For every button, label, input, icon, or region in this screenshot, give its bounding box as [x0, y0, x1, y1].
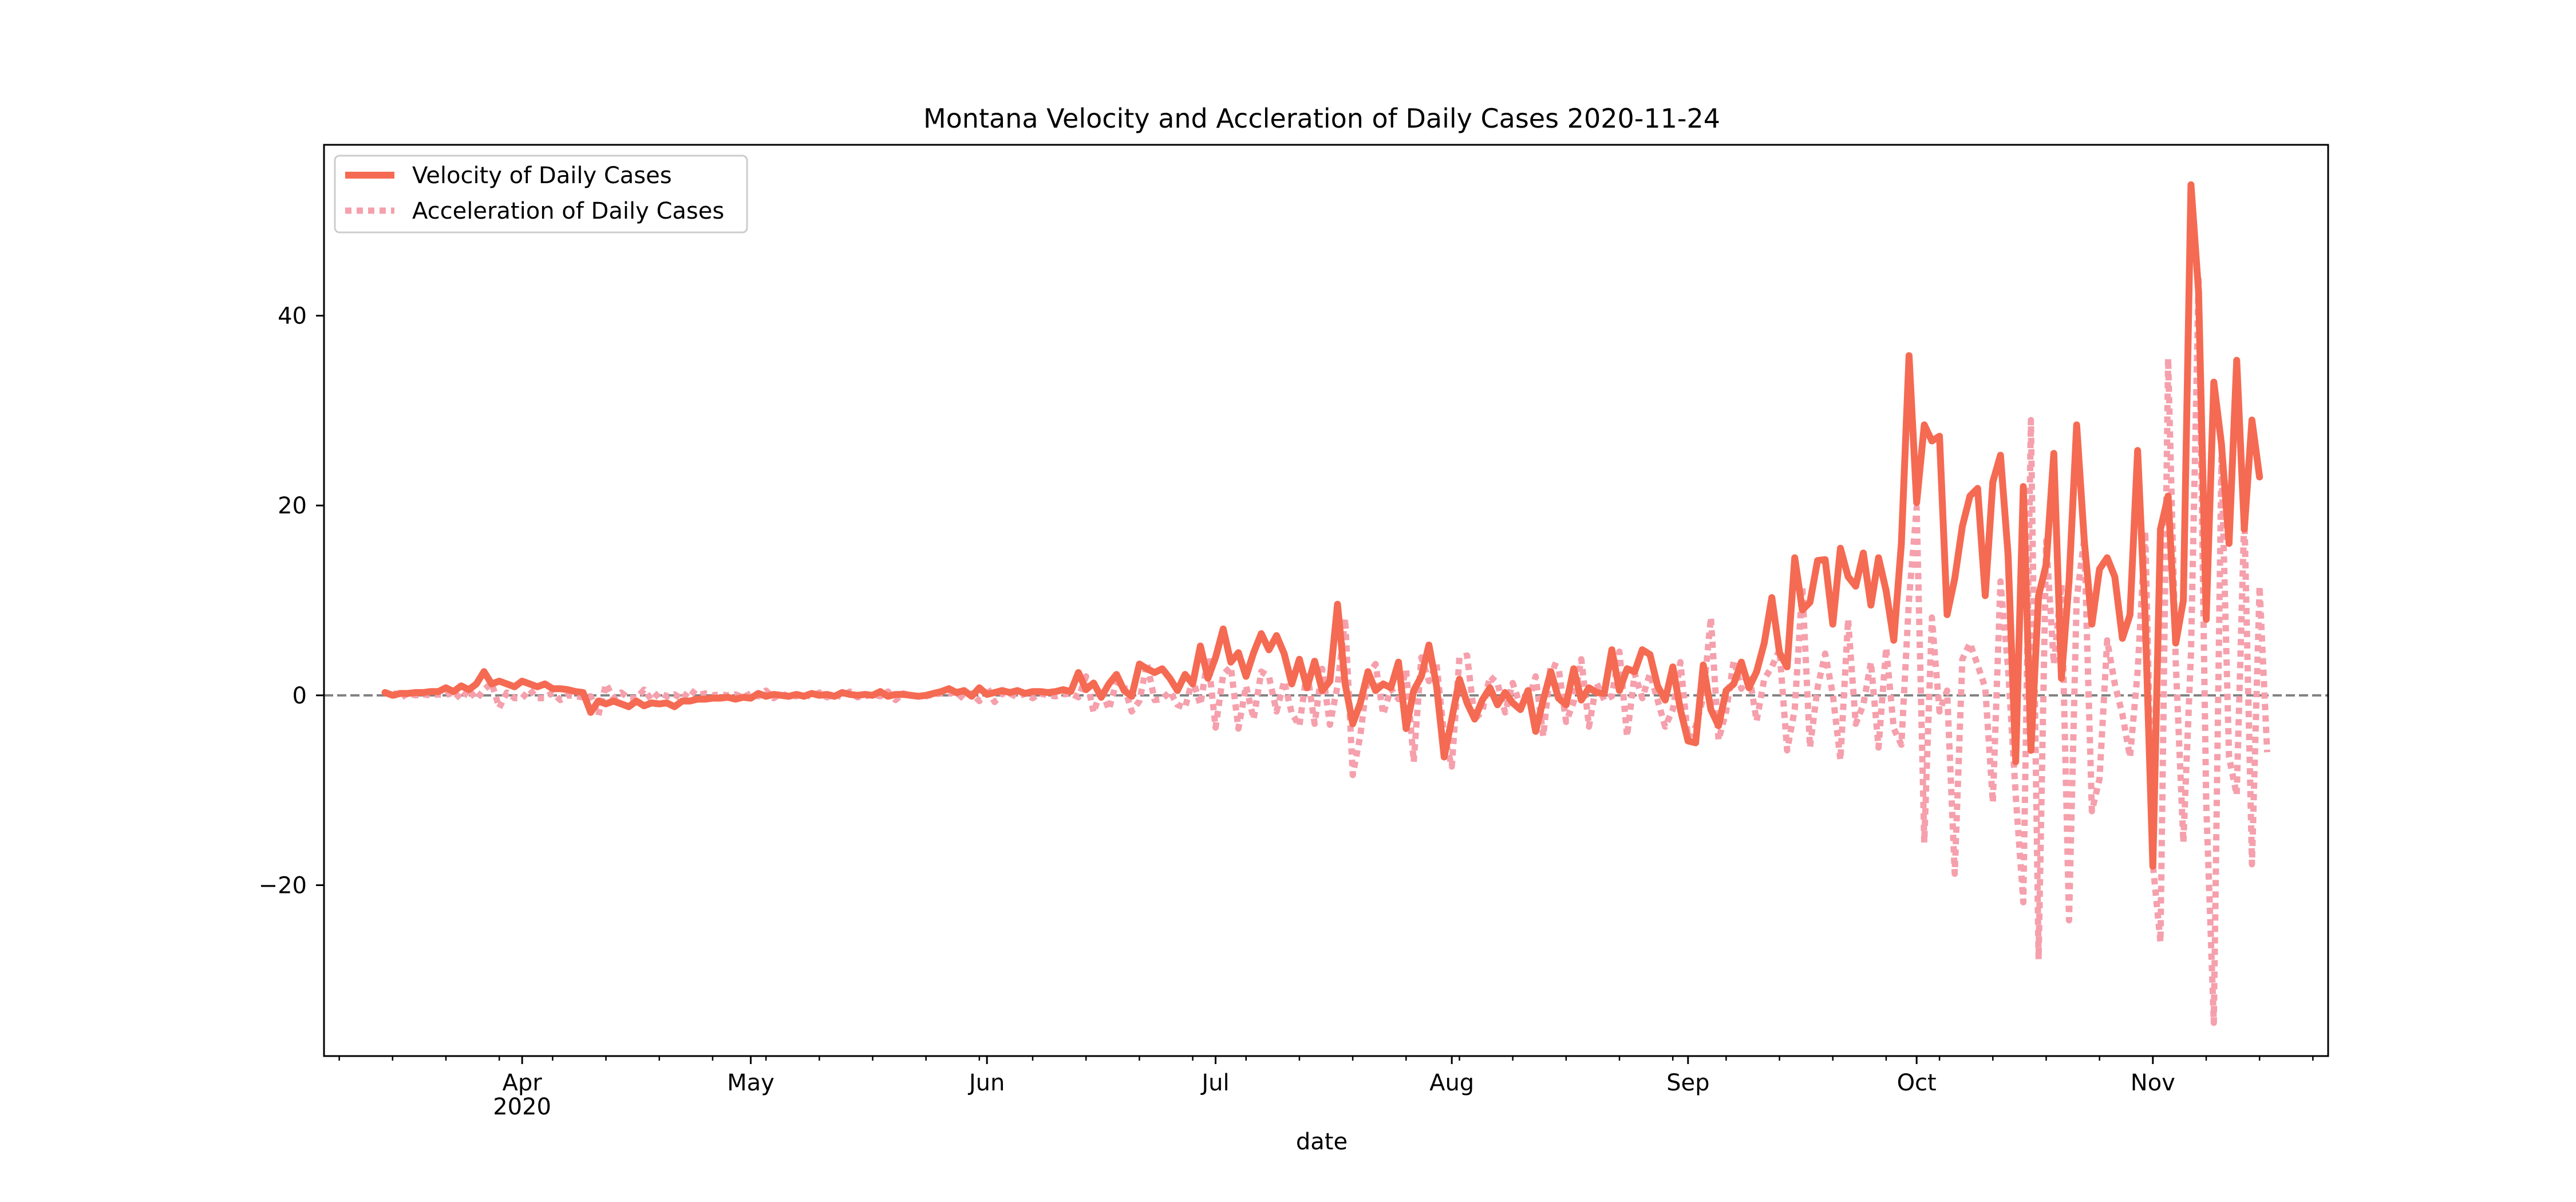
x-tick-label: Nov: [2131, 1070, 2175, 1096]
x-tick-sublabel: 2020: [493, 1094, 551, 1120]
y-tick-label: −20: [259, 873, 307, 899]
series-line-velocity-of-daily-cases: [381, 181, 2263, 870]
series-line-acceleration-of-daily-cases: [390, 276, 2270, 1026]
x-tick-label: Sep: [1666, 1070, 1709, 1096]
x-tick-label: Jun: [967, 1070, 1005, 1096]
plot-frame: [323, 144, 2329, 1057]
y-tick-label: 20: [278, 493, 307, 519]
x-tick-label: Aug: [1429, 1070, 1474, 1096]
x-tick-label: Jul: [1200, 1070, 1229, 1096]
plot-area: [323, 144, 2329, 1057]
y-tick-label: 40: [278, 303, 307, 330]
legend-label: Velocity of Daily Cases: [412, 163, 672, 189]
x-axis-label: date: [1296, 1129, 1348, 1155]
x-tick-label: Oct: [1897, 1070, 1937, 1096]
y-tick-label: 0: [293, 683, 307, 709]
chart-title: Montana Velocity and Accleration of Dail…: [923, 103, 1720, 134]
legend-label: Acceleration of Daily Cases: [412, 198, 724, 224]
x-tick-label: Apr: [503, 1070, 543, 1096]
legend-box: [334, 155, 748, 234]
legend: Velocity of Daily Cases Acceleration of D…: [334, 155, 748, 234]
x-tick-label: May: [727, 1070, 775, 1096]
y-axis: −20 0 20 40: [259, 303, 324, 899]
